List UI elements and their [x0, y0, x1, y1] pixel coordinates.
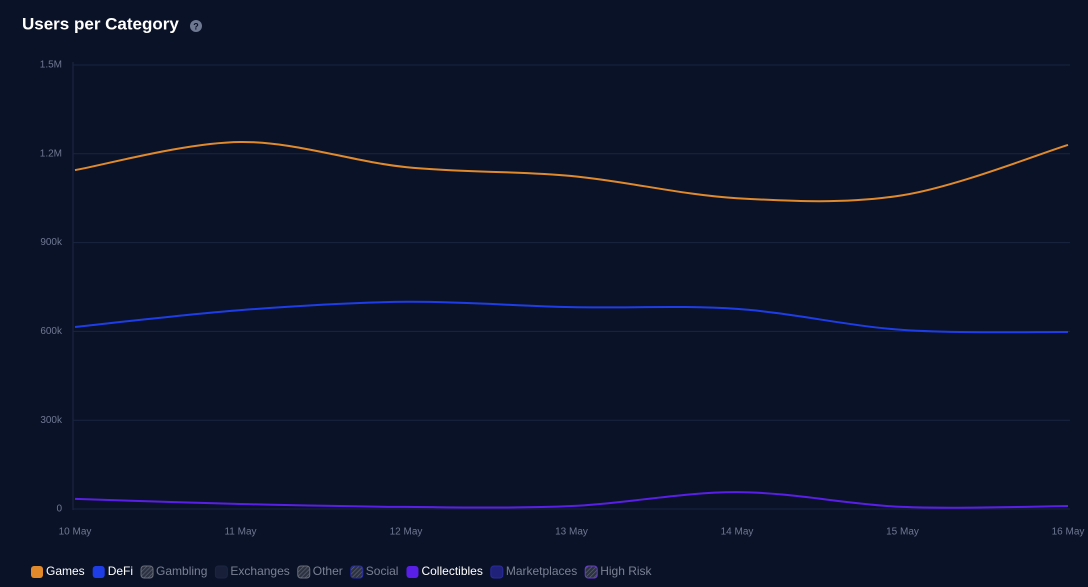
- series-line: [74, 300, 1069, 334]
- legend-label[interactable]: High Risk: [600, 564, 652, 578]
- legend-swatch[interactable]: [490, 565, 504, 579]
- x-tick-label: 12 May: [390, 527, 423, 538]
- y-tick-label: 1.2M: [40, 148, 62, 159]
- y-tick-label: 1.5M: [40, 60, 62, 71]
- legend-label[interactable]: Marketplaces: [506, 564, 577, 578]
- x-tick-label: 15 May: [886, 527, 919, 538]
- legend-label[interactable]: Exchanges: [230, 564, 289, 578]
- legend-label[interactable]: Gambling: [156, 564, 207, 578]
- help-icon-glyph: ?: [193, 21, 199, 31]
- legend-swatch[interactable]: [584, 565, 598, 579]
- x-tick-label: 10 May: [59, 527, 92, 538]
- y-tick-label: 0: [56, 504, 62, 515]
- x-tick-label: 13 May: [555, 527, 588, 538]
- help-icon[interactable]: [190, 20, 202, 32]
- legend-label[interactable]: Other: [313, 564, 343, 578]
- legend-swatch[interactable]: [406, 566, 419, 578]
- y-tick-label: 300k: [40, 415, 63, 426]
- legend-swatch[interactable]: [214, 565, 228, 579]
- chart-title: Users per Category: [22, 14, 179, 33]
- legend-swatch[interactable]: [140, 565, 154, 579]
- legend-label[interactable]: Social: [366, 564, 399, 578]
- legend-swatch[interactable]: [92, 566, 105, 578]
- legend-swatch[interactable]: [297, 565, 311, 579]
- x-tick-label: 11 May: [224, 527, 256, 538]
- legend-label[interactable]: Collectibles: [421, 564, 482, 578]
- legend-swatch[interactable]: [31, 566, 43, 578]
- x-tick-label: 16 May: [1052, 527, 1085, 538]
- series-line: [74, 491, 1069, 509]
- legend-swatch[interactable]: [350, 565, 364, 579]
- legend-label[interactable]: DeFi: [108, 564, 133, 578]
- y-tick-label: 600k: [40, 326, 63, 337]
- x-tick-label: 14 May: [721, 527, 754, 538]
- legend-label[interactable]: Games: [46, 564, 85, 578]
- series-line: [74, 140, 1069, 203]
- y-tick-label: 900k: [40, 237, 63, 248]
